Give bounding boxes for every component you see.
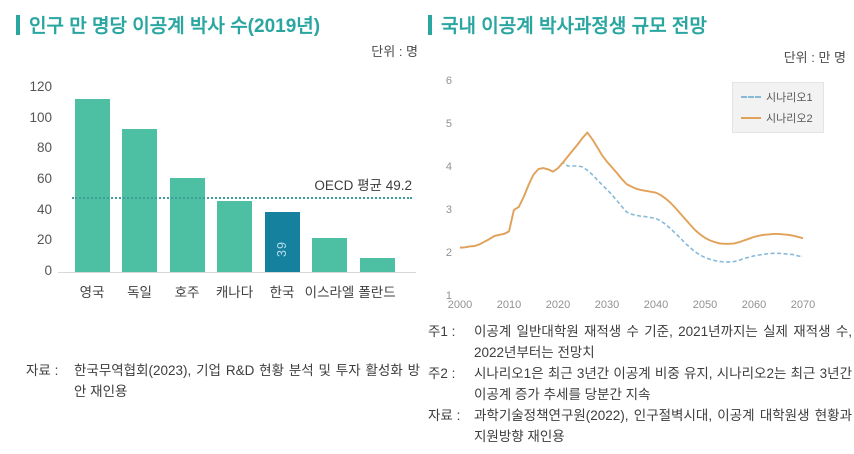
x-axis-tick-label: 2060	[742, 299, 766, 311]
y-axis-tick-label: 0	[44, 263, 52, 278]
y-axis-tick-label: 3	[446, 204, 452, 216]
x-axis-category-label: 한국	[269, 285, 295, 300]
source-label: 자료 :	[26, 363, 59, 378]
bar-chart: 0 20 40 60 80 100 120 영국 독일 호주 캐나다 39 한국 이스라엘 폴란드 OECD …	[14, 78, 420, 310]
bar-영국	[74, 98, 110, 272]
left-chart-unit-label: 단위 : 명	[371, 44, 418, 59]
left-chart-title: 인구 만 명당 이공계 박사 수(2019년)	[16, 11, 320, 38]
note-text: 시나리오1은 최근 3년간 이공계 비중 유지, 시나리오2는 최근 3년간 이…	[474, 366, 852, 402]
right-notes: 주1 : 이공계 일반대학원 재적생 수 기준, 2021년까지는 실제 재적생…	[428, 321, 852, 447]
source-text: 한국무역협회(2023), 기업 R&D 현황 분석 및 투자 활성화 방안 재…	[74, 363, 420, 399]
y-axis-tick-label: 2	[446, 247, 452, 259]
y-axis-tick-label: 80	[36, 140, 52, 156]
x-axis-category-label: 호주	[174, 285, 200, 300]
bar-호주	[169, 178, 205, 272]
bar-한국: 39	[264, 212, 300, 272]
x-axis-tick-label: 2070	[791, 299, 815, 311]
left-chart-title-text: 인구 만 명당 이공계 박사 수(2019년)	[29, 16, 321, 37]
x-axis-category-label: 폴란드	[358, 285, 396, 300]
y-axis-tick-label: 6	[446, 75, 452, 87]
legend-label: 시나리오1	[766, 92, 813, 104]
line-chart: 1 2 3 4 5 6 2000 2010 2020 2030 2040 2050 2060 2070	[446, 75, 815, 311]
note-label: 주2 :	[428, 366, 456, 381]
legend-item: 시나리오1	[741, 89, 813, 105]
right-chart-title: 국내 이공계 박사과정생 규모 전망	[428, 11, 707, 38]
source-note: 자료 : 과학기술정책연구원(2022), 인구절벽시대, 이공계 대학원생 현…	[428, 405, 852, 447]
legend-line-swatch	[741, 117, 761, 119]
x-axis-category-label: 영국	[79, 285, 105, 300]
note-2: 주2 : 시나리오1은 최근 3년간 이공계 비중 유지, 시나리오2는 최근 …	[428, 363, 852, 405]
bar-독일	[122, 129, 157, 272]
title-accent-bar	[16, 14, 20, 35]
x-axis-category-label: 캐나다	[215, 285, 254, 300]
highlight-bar-value-label: 39	[275, 241, 289, 257]
note-1: 주1 : 이공계 일반대학원 재적생 수 기준, 2021년까지는 실제 재적생…	[428, 321, 852, 363]
x-axis-line	[58, 272, 416, 273]
source-text: 과학기술정책연구원(2022), 인구절벽시대, 이공계 대학원생 현황과 지원…	[474, 408, 852, 444]
x-axis-category-label: 독일	[127, 285, 152, 300]
bar-이스라엘	[312, 238, 347, 272]
y-axis-tick-label: 5	[446, 118, 452, 130]
note-text: 이공계 일반대학원 재적생 수 기준, 2021년까지는 실제 재적생 수, 2…	[474, 324, 852, 360]
x-axis-tick-label: 2030	[595, 299, 619, 311]
title-accent-bar	[428, 14, 432, 35]
source-label: 자료 :	[428, 408, 461, 423]
y-axis-tick-label: 100	[29, 109, 52, 125]
oecd-average-reference-line	[72, 196, 412, 199]
x-axis-category-label: 이스라엘	[304, 285, 355, 300]
x-axis-tick-label: 2020	[546, 299, 570, 311]
y-axis-tick-label: 60	[36, 171, 52, 186]
bar-폴란드	[359, 258, 395, 272]
line-series-시나리오1	[459, 161, 804, 263]
note-label: 주1 :	[428, 324, 456, 339]
x-axis-tick-label: 2040	[644, 299, 668, 311]
right-chart-unit-label: 단위 : 만 명	[783, 50, 846, 65]
y-axis-tick-label: 20	[36, 232, 52, 248]
chart-legend: 시나리오1 시나리오2	[732, 82, 824, 133]
legend-label: 시나리오2	[766, 113, 813, 125]
legend-line-swatch	[741, 96, 761, 98]
bar-캐나다	[217, 201, 252, 272]
y-axis-tick-label: 120	[29, 79, 52, 94]
y-axis-tick-label: 40	[36, 201, 52, 217]
x-axis-tick-label: 2050	[693, 299, 717, 311]
x-axis-tick-label: 2000	[448, 299, 472, 311]
line-series-시나리오2	[459, 131, 804, 249]
x-axis-tick-label: 2010	[497, 299, 521, 311]
oecd-average-label: OECD 평균 49.2	[314, 177, 412, 193]
y-axis-tick-label: 1	[446, 290, 452, 302]
right-chart-title-text: 국내 이공계 박사과정생 규모 전망	[441, 16, 707, 37]
legend-item: 시나리오2	[741, 110, 813, 126]
left-source-note: 자료 : 한국무역협회(2023), 기업 R&D 현황 분석 및 투자 활성화…	[26, 360, 420, 402]
y-axis-tick-label: 4	[446, 161, 452, 173]
